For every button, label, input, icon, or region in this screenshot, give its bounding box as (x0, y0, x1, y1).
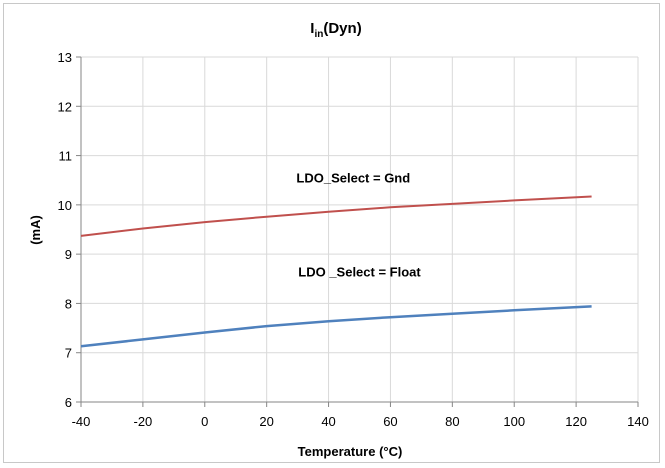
y-tick-label: 6 (65, 395, 72, 410)
x-tick-label: 20 (259, 414, 273, 429)
series-annotation-gnd: LDO_Select = Gnd (296, 171, 410, 186)
x-tick-label: 120 (565, 414, 587, 429)
x-tick-label: 0 (201, 414, 208, 429)
series-annotation-float: LDO _Select = Float (298, 264, 421, 279)
x-tick-label: 100 (503, 414, 525, 429)
x-tick-label: 60 (383, 414, 397, 429)
series-annotations: LDO_Select = Gnd LDO _Select = Float (296, 171, 421, 280)
y-tick-label: 7 (65, 346, 72, 361)
chart-title-suffix: (Dyn) (323, 20, 361, 37)
series-line-gnd (80, 195, 592, 237)
y-tick-label: 13 (58, 50, 72, 65)
y-axis-label: (mA) (28, 215, 43, 245)
y-tick-label: 9 (65, 247, 72, 262)
x-tick-label: 140 (627, 414, 649, 429)
series-lines (80, 195, 592, 348)
x-tick-label: 80 (445, 414, 459, 429)
x-tick-label: -40 (72, 414, 91, 429)
x-tick-label: -20 (133, 414, 152, 429)
y-tick-label: 11 (59, 149, 73, 164)
x-axis-label: Temperature (°C) (298, 444, 403, 459)
y-tick-label: 10 (58, 198, 72, 213)
x-tick-label: 40 (321, 414, 335, 429)
chart-title-subscript: in (314, 29, 323, 40)
y-tick-label: 12 (58, 99, 72, 114)
chart-title-main: I (310, 20, 314, 37)
y-tick-label: 8 (65, 296, 72, 311)
grid-lines (76, 56, 639, 407)
chart-title: Iin(Dyn) (310, 20, 361, 40)
series-line-float (80, 305, 592, 348)
tick-labels: -40 -20 0 20 40 60 80 100 120 140 6 7 8 9 10 11 12 13 (58, 50, 649, 429)
